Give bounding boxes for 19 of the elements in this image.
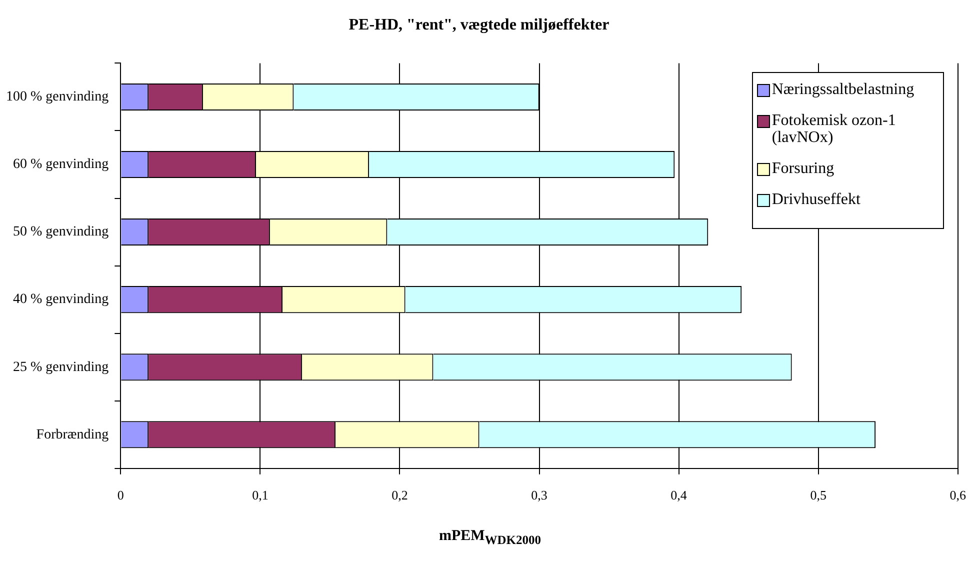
x-tick-label: 0,1: [252, 488, 268, 503]
y-tick-label: Forbrænding: [36, 427, 109, 442]
y-tick-label: 60 % genvinding: [13, 157, 109, 172]
x-tick-label: 0,2: [392, 488, 408, 503]
x-tick-label: 0,4: [670, 488, 688, 503]
y-tick-label: 50 % genvinding: [13, 224, 109, 240]
y-tick-label: 100 % genvinding: [6, 90, 109, 105]
y-tick-label: 25 % genvinding: [13, 360, 109, 375]
legend-label: Næringssaltbelastning: [772, 81, 914, 98]
legend-label: Drivhuseffekt: [772, 191, 860, 208]
chart-title: PE-HD, "rent", vægtede miljøeffekter: [348, 16, 610, 34]
x-tick-label: 0,5: [810, 488, 826, 503]
x-axis-title: mPEM$_{WDK2000}$: [438, 528, 542, 548]
y-tick-label: 40 % genvinding: [13, 292, 109, 308]
legend-label: Forsuring: [772, 160, 834, 178]
x-tick-label: 0,6: [950, 488, 966, 503]
legend-label: Fotokemisk ozon-1 (lavNOx): [772, 112, 897, 146]
x-tick-label: 0: [117, 488, 124, 503]
x-tick-label: 0,3: [531, 488, 548, 503]
